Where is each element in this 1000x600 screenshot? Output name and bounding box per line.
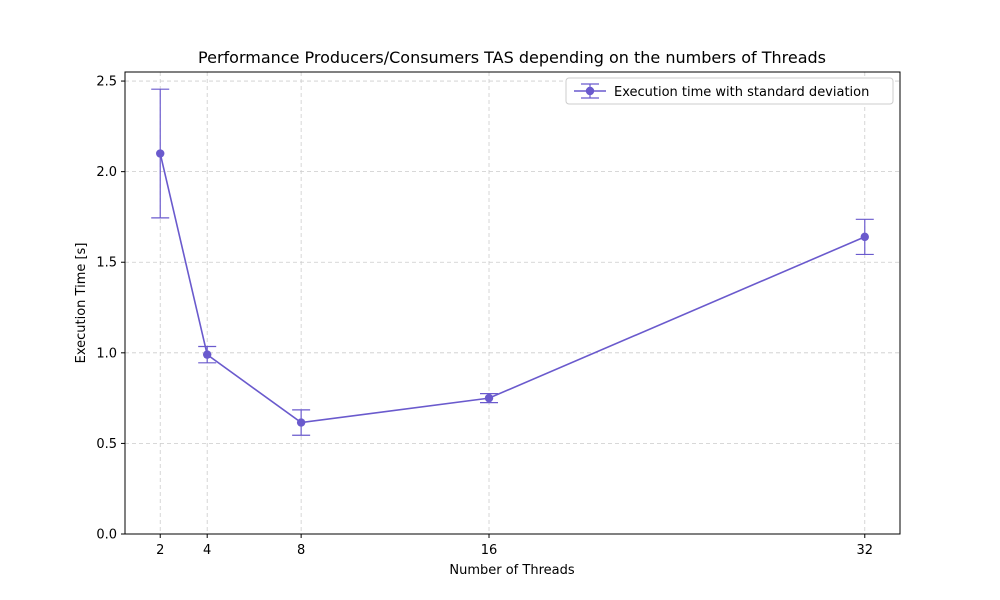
y-tick-label: 2.0 — [96, 165, 117, 180]
series-layer — [151, 88, 874, 436]
x-tick-label: 16 — [481, 543, 498, 558]
legend-box — [565, 77, 894, 105]
chart-title: Performance Producers/Consumers TAS depe… — [198, 48, 826, 67]
legend-symbol — [574, 83, 606, 99]
x-tick-label: 2 — [156, 543, 164, 558]
x-tick-label: 8 — [297, 543, 305, 558]
x-tick-label: 32 — [856, 543, 873, 558]
legend-label: Execution time with standard deviation — [614, 85, 869, 100]
y-tick-label: 0.5 — [96, 437, 117, 452]
legend-marker — [585, 86, 595, 96]
y-ticks: 0.0 0.5 1.0 1.5 2.0 2.5 — [96, 75, 125, 543]
data-point — [202, 350, 212, 359]
y-tick-label: 0.0 — [96, 528, 117, 543]
data-point — [156, 149, 165, 158]
y-tick-label: 1.5 — [96, 256, 117, 271]
x-axis-title: Number of Threads — [449, 563, 574, 578]
y-tick-label: 1.0 — [96, 346, 117, 361]
y-axis-title: Execution Time [s] — [74, 243, 89, 364]
x-ticks: 2 4 8 16 32 — [156, 534, 873, 558]
data-point — [484, 393, 494, 403]
legend: Execution time with standard deviation — [565, 77, 894, 105]
plot-frame — [124, 71, 901, 535]
x-tick-label: 4 — [203, 543, 211, 558]
data-point — [296, 418, 306, 427]
data-point — [860, 232, 869, 242]
y-tick-label: 2.5 — [96, 75, 117, 90]
